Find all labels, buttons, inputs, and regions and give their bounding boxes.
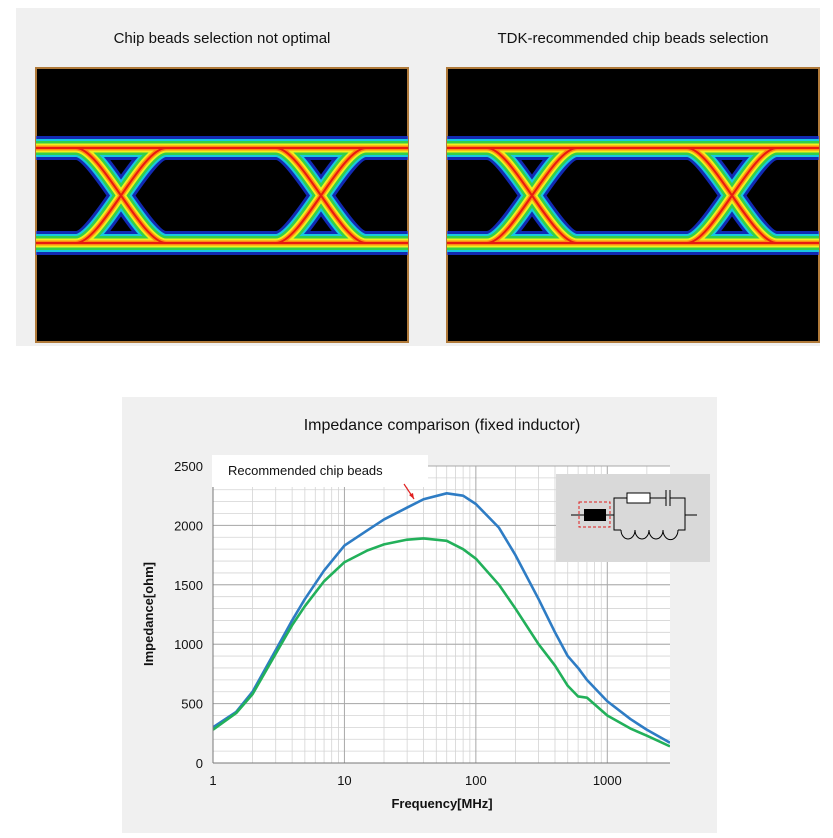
y-tick-label: 0 xyxy=(196,756,203,771)
chart-title: Impedance comparison (fixed inductor) xyxy=(304,417,581,434)
x-axis-label: Frequency[MHz] xyxy=(391,796,492,811)
y-tick-label: 500 xyxy=(181,697,203,712)
figure: Chip beads selection not optimal TDK-rec… xyxy=(0,0,833,833)
x-tick-label: 10 xyxy=(337,773,351,788)
y-tick-label: 1000 xyxy=(174,637,203,652)
page: Chip beads selection not optimal TDK-rec… xyxy=(0,0,833,838)
eye-diagram xyxy=(36,68,408,342)
y-tick-label: 2500 xyxy=(174,459,203,474)
y-axis-label: Impedance[ohm] xyxy=(141,562,156,666)
y-tick-label: 2000 xyxy=(174,518,203,533)
annotation: Recommended chip beads xyxy=(228,463,383,478)
y-tick-label: 1500 xyxy=(174,578,203,593)
panel-title: TDK-recommended chip beads selection xyxy=(498,30,769,47)
circuit-inset xyxy=(556,474,710,562)
x-tick-label: 1 xyxy=(209,773,216,788)
x-tick-label: 1000 xyxy=(593,773,622,788)
panel-title: Chip beads selection not optimal xyxy=(114,30,331,47)
eye-diagram xyxy=(447,68,819,342)
x-tick-label: 100 xyxy=(465,773,487,788)
